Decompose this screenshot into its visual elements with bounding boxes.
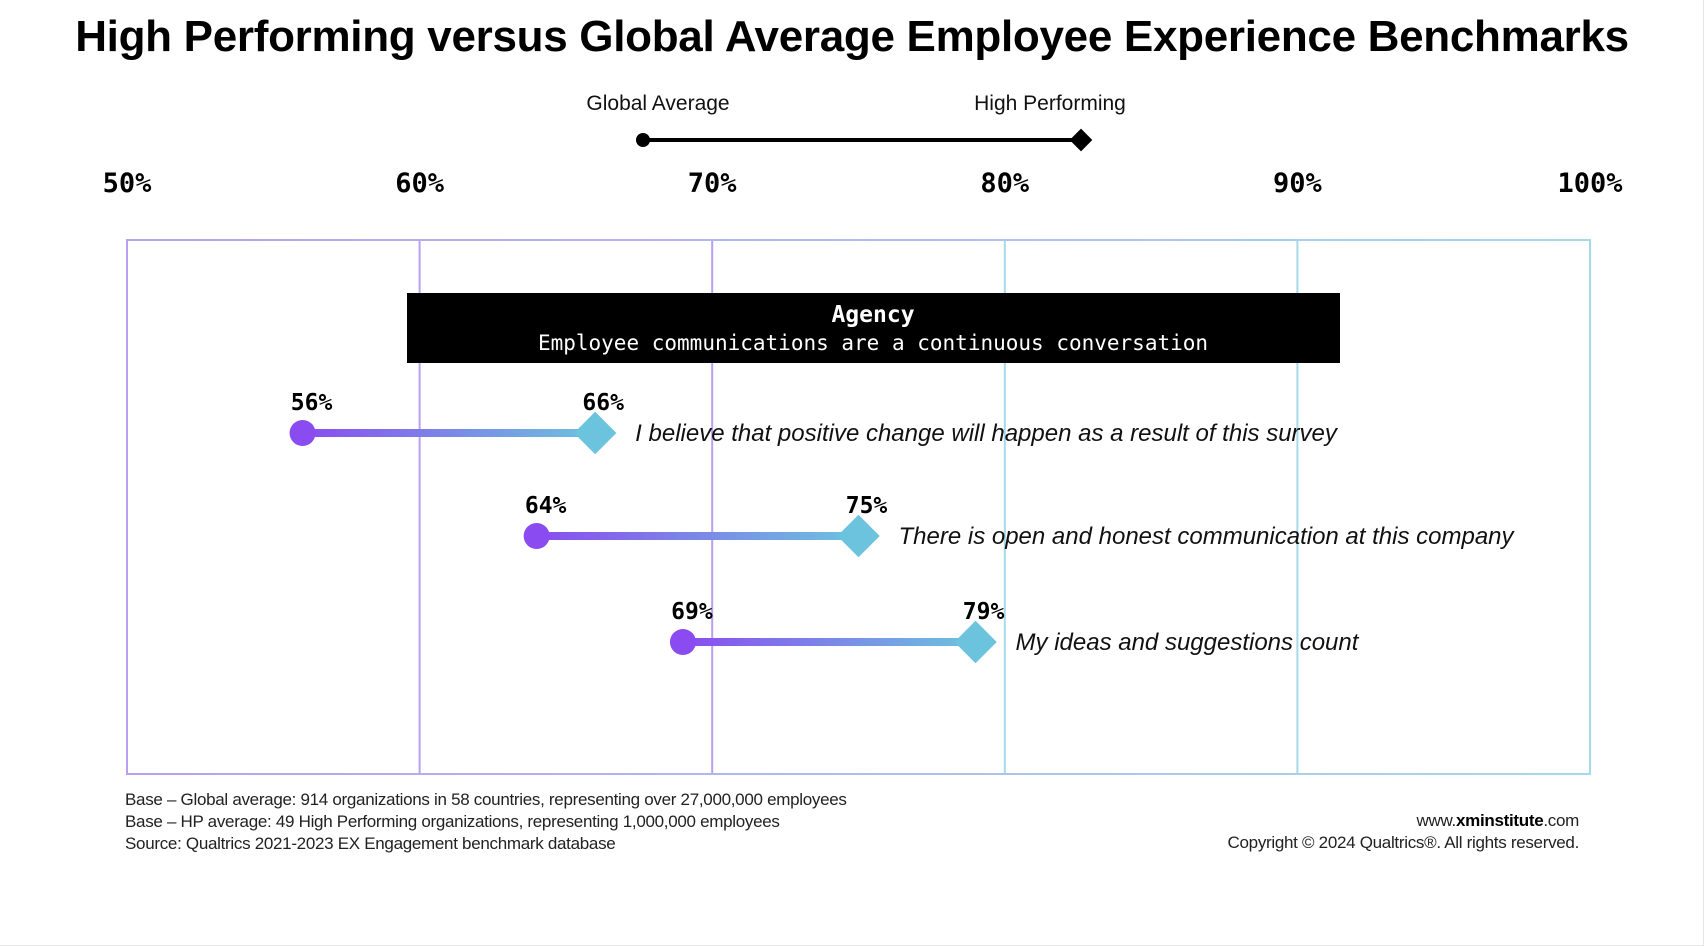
legend: Global Average High Performing	[586, 92, 1126, 152]
x-tick-label: 60%	[395, 168, 445, 199]
global-average-point	[289, 420, 316, 446]
footer-source: Source: Qualtrics 2021-2023 EX Engagemen…	[125, 834, 616, 853]
footer-base-global: Base – Global average: 914 organizations…	[125, 790, 847, 809]
high-performing-point	[837, 514, 880, 558]
high-value-label: 75%	[846, 493, 888, 519]
footer-site[interactable]: www.xminstitute.com	[1228, 810, 1580, 832]
high-value-label: 66%	[582, 390, 624, 416]
high-value-label: 79%	[963, 599, 1005, 625]
section-header: Agency Employee communications are a con…	[407, 293, 1340, 363]
footer-notes: Base – Global average: 914 organizations…	[125, 789, 847, 855]
legend-global-label: Global Average	[586, 92, 729, 115]
high-performing-point	[954, 620, 997, 664]
footer-site-prefix: www.	[1416, 811, 1457, 830]
item-label: I believe that positive change will happ…	[635, 420, 1339, 447]
x-axis-ticks: 50% 60% 70% 80% 90% 100%	[103, 168, 1624, 199]
dumbbell-bar	[536, 532, 859, 540]
global-average-point	[523, 523, 550, 549]
footer-copyright: Copyright © 2024 Qualtrics®. All rights …	[1227, 833, 1580, 852]
section-header-box	[407, 293, 1340, 363]
footer-site-suffix: .com	[1543, 811, 1579, 830]
global-value-label: 56%	[291, 390, 333, 416]
footer-credits: www.xminstitute.com Copyright © 2024 Qua…	[1227, 810, 1580, 854]
dumbbell-bar	[302, 429, 596, 437]
legend-high-marker	[1069, 128, 1093, 152]
chart-title: High Performing versus Global Average Em…	[75, 12, 1629, 61]
x-tick-label: 50%	[103, 168, 153, 199]
section-title: Agency	[831, 302, 914, 328]
x-tick-label: 70%	[688, 168, 738, 199]
x-tick-label: 80%	[980, 168, 1030, 199]
high-performing-point	[573, 411, 617, 455]
item-label: My ideas and suggestions count	[1016, 629, 1360, 656]
dumbbell-row: 64% 75% There is open and honest communica…	[523, 493, 1516, 558]
footer-site-bold: xminstitute	[1455, 811, 1544, 830]
section-subtitle: Employee communications are a continuous…	[538, 331, 1208, 355]
global-value-label: 69%	[671, 599, 713, 625]
x-tick-label: 100%	[1557, 168, 1623, 199]
dumbbell-rows: 56% 66% I believe that positive change wil…	[289, 390, 1516, 664]
dumbbell-row: 56% 66% I believe that positive change wil…	[289, 390, 1339, 455]
item-label: There is open and honest communication a…	[899, 523, 1516, 550]
footer-base-hp: Base – HP average: 49 High Performing or…	[125, 812, 780, 831]
x-tick-label: 90%	[1273, 168, 1323, 199]
legend-global-marker	[636, 133, 650, 147]
plot-frame	[126, 239, 1591, 775]
dumbbell-row: 69% 79% My ideas and suggestions count	[669, 599, 1360, 664]
global-average-point	[669, 629, 696, 655]
global-value-label: 64%	[525, 493, 567, 519]
dumbbell-bar	[682, 638, 976, 646]
legend-high-label: High Performing	[974, 92, 1126, 115]
